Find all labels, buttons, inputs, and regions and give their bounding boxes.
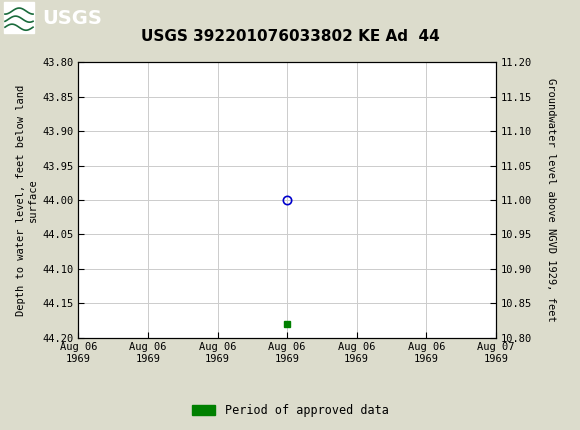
Y-axis label: Groundwater level above NGVD 1929, feet: Groundwater level above NGVD 1929, feet [546,78,556,322]
Bar [4,2,34,33]
Legend: Period of approved data: Period of approved data [187,399,393,422]
Text: USGS: USGS [42,9,102,28]
Text: USGS 392201076033802 KE Ad  44: USGS 392201076033802 KE Ad 44 [140,29,440,44]
Y-axis label: Depth to water level, feet below land
surface: Depth to water level, feet below land su… [16,84,38,316]
